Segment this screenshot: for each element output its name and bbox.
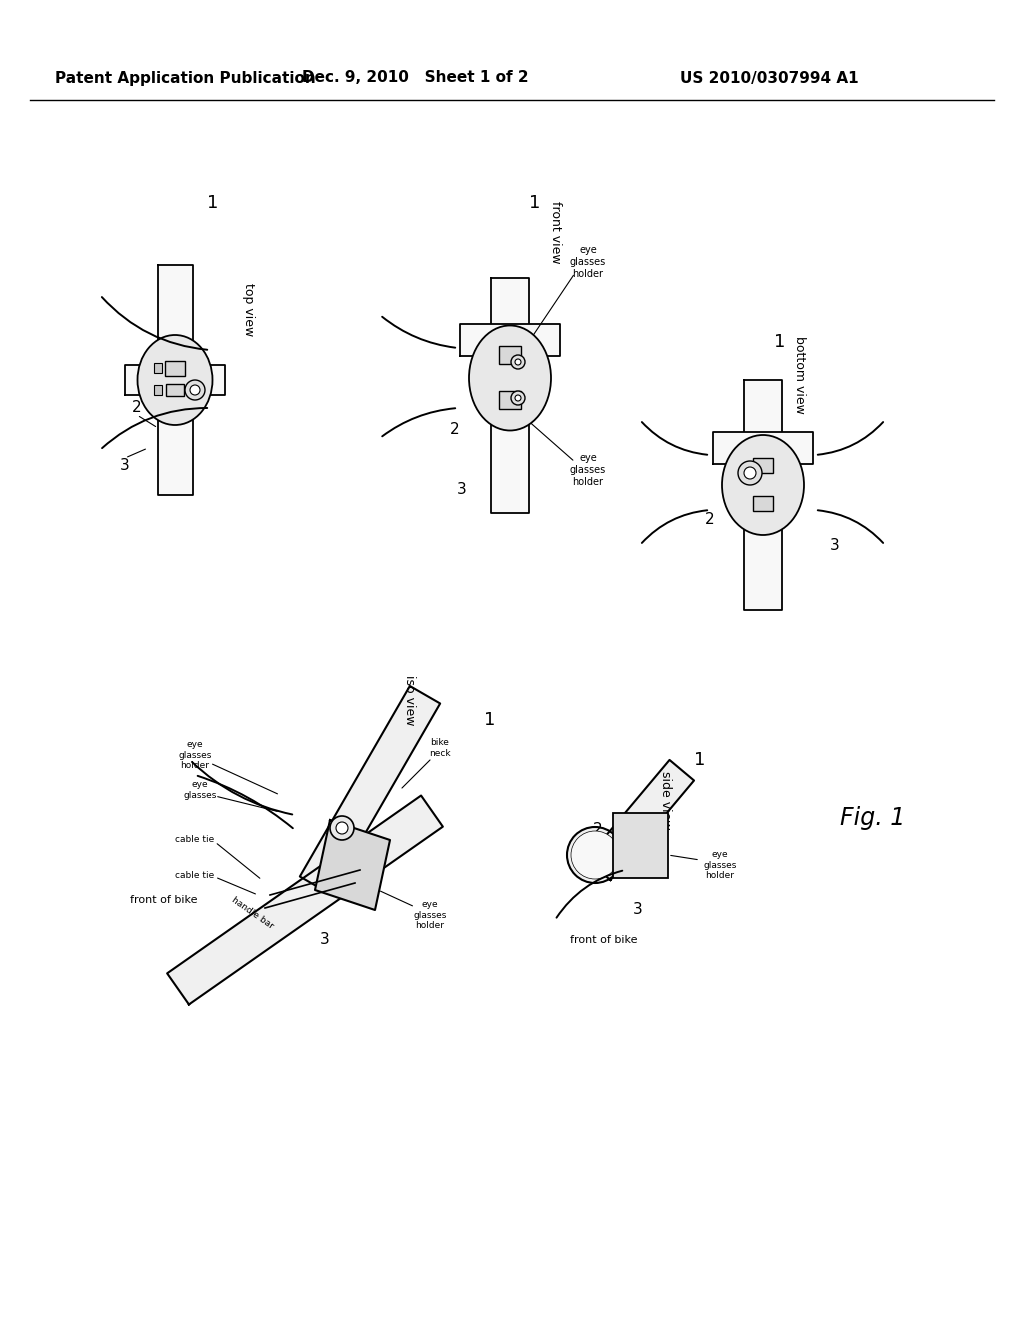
Polygon shape [167, 796, 442, 1005]
Polygon shape [315, 820, 390, 909]
Text: 1: 1 [207, 194, 219, 213]
Text: 2: 2 [451, 422, 460, 437]
Circle shape [738, 461, 762, 484]
Circle shape [185, 380, 205, 400]
Text: eye
glasses
holder: eye glasses holder [570, 246, 606, 279]
Ellipse shape [469, 326, 551, 430]
Polygon shape [300, 686, 440, 894]
Bar [753, 495, 773, 511]
Bar [165, 360, 185, 375]
Ellipse shape [137, 335, 213, 425]
Bar [499, 346, 521, 364]
Text: front view: front view [549, 201, 561, 263]
Text: 2: 2 [132, 400, 141, 416]
Text: side view: side view [658, 771, 672, 829]
Text: Patent Application Publication: Patent Application Publication [55, 70, 315, 86]
Text: bottom view: bottom view [794, 337, 807, 414]
Text: 3: 3 [120, 458, 130, 473]
Text: cable tie: cable tie [175, 870, 215, 879]
Polygon shape [744, 380, 782, 610]
Text: 3: 3 [321, 932, 330, 948]
Text: eye
glasses: eye glasses [183, 780, 217, 800]
Bar [154, 363, 162, 374]
Text: 2: 2 [593, 822, 603, 837]
Text: 1: 1 [529, 194, 541, 213]
Text: front of bike: front of bike [130, 895, 198, 906]
Polygon shape [713, 432, 813, 465]
Text: Dec. 9, 2010   Sheet 1 of 2: Dec. 9, 2010 Sheet 1 of 2 [302, 70, 528, 86]
Text: Fig. 1: Fig. 1 [841, 807, 905, 830]
Polygon shape [490, 277, 529, 512]
Bar [499, 391, 521, 409]
Text: 2: 2 [706, 512, 715, 528]
Text: cable tie: cable tie [175, 836, 215, 845]
Text: front of bike: front of bike [570, 935, 638, 945]
Text: eye
glasses
holder: eye glasses holder [703, 850, 736, 880]
Circle shape [190, 385, 200, 395]
Text: eye
glasses
holder: eye glasses holder [414, 900, 446, 929]
Text: 1: 1 [694, 751, 706, 770]
Text: bike
neck: bike neck [429, 738, 451, 758]
Text: 1: 1 [484, 711, 496, 729]
Text: eye
glasses
holder: eye glasses holder [570, 453, 606, 487]
Circle shape [336, 822, 348, 834]
Circle shape [330, 816, 354, 840]
Polygon shape [125, 366, 225, 395]
Bar [753, 458, 773, 473]
Circle shape [511, 391, 525, 405]
Bar [154, 385, 162, 395]
Polygon shape [158, 265, 193, 495]
Text: 1: 1 [774, 333, 785, 351]
Circle shape [515, 359, 521, 366]
Text: handle bar: handle bar [230, 895, 275, 931]
Text: 3: 3 [830, 537, 840, 553]
Polygon shape [460, 323, 560, 356]
Text: iso view: iso view [403, 675, 417, 725]
Polygon shape [586, 760, 694, 880]
Circle shape [571, 832, 618, 879]
Text: US 2010/0307994 A1: US 2010/0307994 A1 [680, 70, 859, 86]
Text: 3: 3 [457, 483, 467, 498]
Text: eye
glasses
holder: eye glasses holder [178, 741, 212, 770]
Bar [166, 384, 184, 396]
Circle shape [515, 395, 521, 401]
Text: 2: 2 [335, 862, 345, 878]
Text: 3: 3 [633, 903, 643, 917]
Circle shape [567, 828, 623, 883]
Ellipse shape [722, 436, 804, 535]
Bar [612, 813, 668, 878]
Circle shape [744, 467, 756, 479]
Circle shape [511, 355, 525, 370]
Text: top view: top view [242, 284, 255, 337]
